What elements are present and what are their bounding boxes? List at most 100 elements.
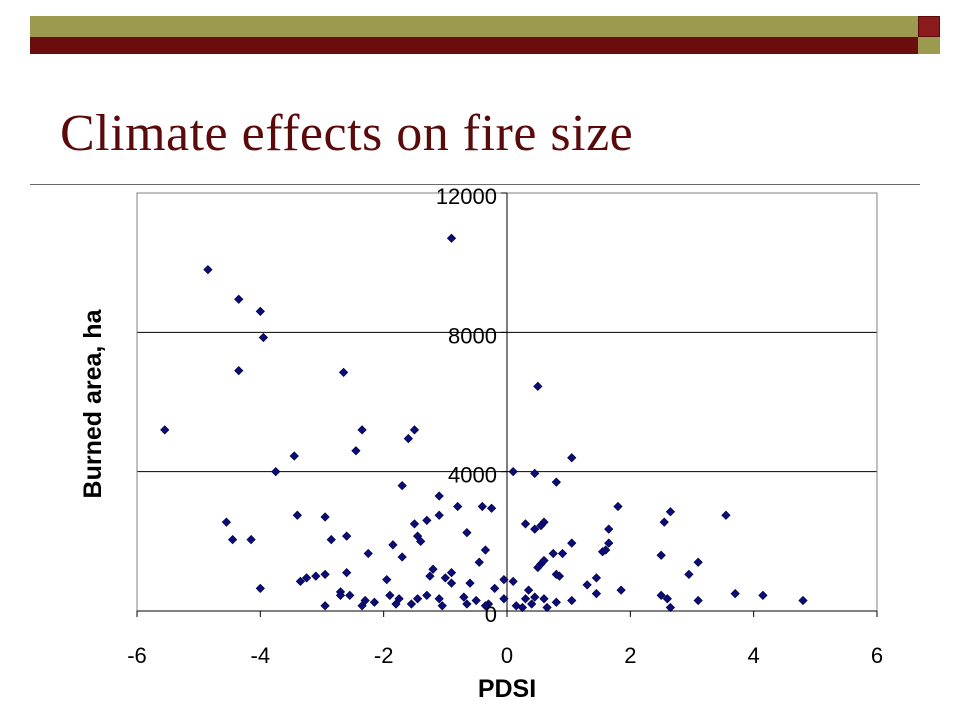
data-point (446, 233, 457, 243)
data-point (357, 425, 367, 435)
data-point (520, 594, 531, 604)
data-point (406, 599, 417, 609)
data-point (539, 555, 549, 566)
x-tick-label: -6 (127, 643, 147, 668)
data-point (326, 534, 336, 545)
data-point (255, 306, 265, 317)
data-point (446, 578, 457, 588)
data-point (338, 367, 349, 378)
data-point (490, 583, 500, 593)
x-tick-label: -2 (374, 643, 394, 668)
data-point (416, 536, 426, 546)
data-point (320, 512, 330, 522)
data-point (255, 583, 265, 593)
data-point (557, 548, 568, 559)
data-point (397, 552, 407, 562)
data-point (477, 501, 487, 512)
y-tick-label: 0 (485, 602, 497, 627)
data-point (499, 594, 509, 604)
data-point (536, 521, 546, 531)
data-point (388, 540, 398, 550)
header-olive-bar (30, 16, 918, 37)
y-tick-label: 4000 (448, 463, 497, 488)
data-point (662, 594, 672, 604)
data-point (548, 548, 558, 559)
data-point (508, 576, 518, 587)
data-point (342, 531, 352, 541)
data-point (453, 501, 463, 512)
data-point (409, 425, 420, 435)
data-point (616, 585, 626, 595)
data-point (382, 575, 392, 585)
data-point (160, 425, 170, 435)
data-point (428, 564, 438, 574)
x-axis-title: PDSI (478, 675, 536, 703)
data-point (440, 573, 450, 583)
data-point (665, 507, 676, 517)
points-layer (160, 233, 808, 613)
data-point (659, 517, 669, 527)
data-point (403, 433, 413, 444)
data-point (425, 571, 435, 581)
header-maroon-bar (30, 37, 918, 54)
data-point (527, 599, 537, 609)
data-point (520, 519, 531, 529)
slide-title: Climate effects on fire size (60, 105, 634, 162)
data-point (295, 576, 306, 587)
x-tick-label: 0 (501, 643, 513, 668)
data-point (462, 599, 472, 609)
data-point (499, 575, 509, 585)
data-point (292, 510, 302, 520)
data-point (234, 294, 244, 304)
data-point (567, 538, 577, 548)
data-point (480, 601, 491, 611)
header-corner-square-olive (918, 37, 940, 54)
data-point (391, 599, 401, 609)
data-point (234, 366, 244, 376)
data-point (221, 517, 232, 527)
data-point (523, 585, 534, 595)
data-point (246, 534, 256, 545)
data-point (342, 568, 352, 578)
data-point (459, 592, 469, 602)
data-point (533, 562, 543, 573)
data-point (422, 515, 432, 526)
data-point (665, 602, 676, 613)
data-point (530, 468, 540, 479)
data-point (591, 573, 602, 583)
data-point (471, 595, 481, 606)
data-point (582, 580, 592, 590)
data-point (320, 601, 330, 611)
data-point (693, 595, 703, 606)
data-point (465, 578, 475, 588)
data-point (434, 510, 444, 520)
data-point (289, 451, 299, 461)
data-point (311, 571, 321, 581)
data-point (422, 590, 432, 600)
data-point (369, 597, 380, 607)
data-point (271, 467, 281, 477)
data-point (604, 524, 614, 534)
x-tick-label: 4 (748, 643, 760, 668)
y-tick-label: 12000 (436, 184, 497, 209)
data-point (684, 569, 694, 580)
data-point (462, 528, 472, 538)
data-point (360, 595, 370, 606)
data-point (517, 602, 528, 613)
data-point (604, 538, 614, 548)
data-point (567, 595, 577, 606)
data-point (363, 548, 373, 559)
data-point (656, 550, 666, 560)
data-point (613, 501, 623, 512)
data-point (345, 590, 355, 600)
data-point (446, 568, 457, 578)
data-point (301, 573, 312, 583)
data-point (258, 332, 269, 343)
data-point (542, 602, 552, 613)
data-point (320, 569, 330, 580)
x-tick-label: -4 (251, 643, 271, 668)
header-corner-square-maroon (918, 16, 940, 37)
labels-layer: -6 -4 -2 0 2 4 6 0 4000 8000 12000 (127, 184, 883, 668)
y-tick-label: 8000 (448, 323, 497, 348)
data-point (412, 594, 423, 604)
